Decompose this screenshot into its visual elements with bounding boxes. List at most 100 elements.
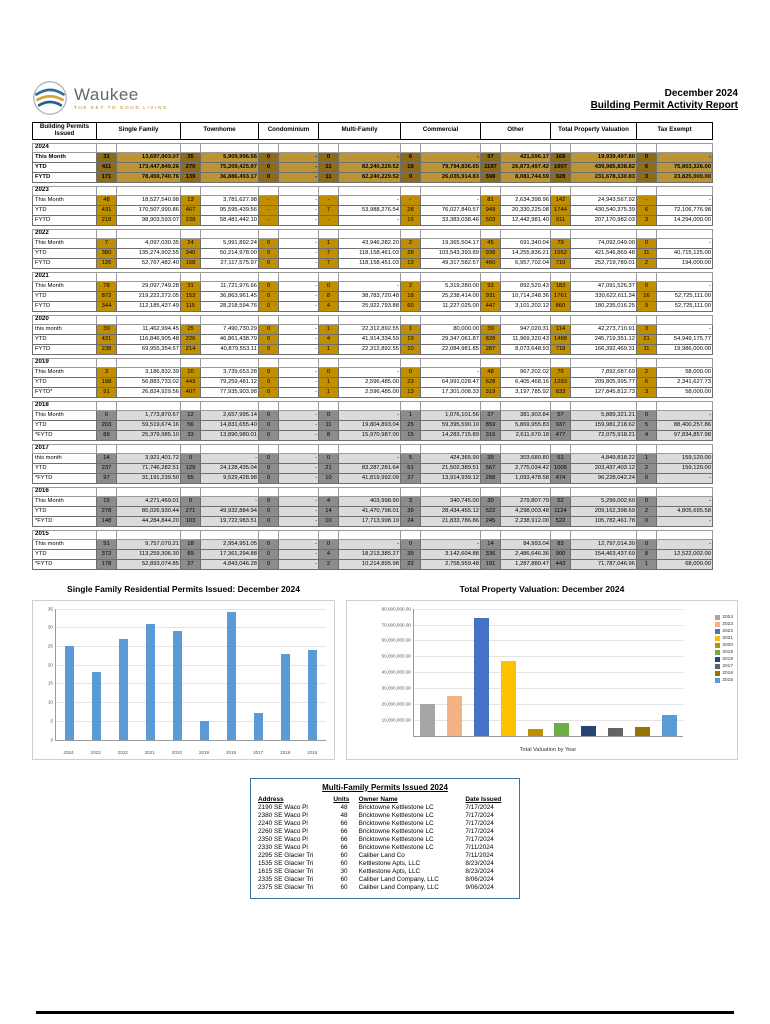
permit-row: *FYTD 89 25,379,985.10 33 13,890,980.01 0-8 15… <box>32 429 713 441</box>
permit-year-group-2019: 2019 This Month 3 3,186,832.39 16 3,739,653.2… <box>32 357 713 398</box>
count-cell: 238 <box>180 214 201 226</box>
empty-cell <box>318 142 339 153</box>
empty-cell <box>570 185 637 196</box>
mf-cell: 66 <box>340 828 348 836</box>
value-cell: 3,197,785.92 <box>500 386 551 398</box>
count-cell: 7 <box>318 247 339 259</box>
count-cell: 1 <box>318 343 339 355</box>
empty-cell <box>420 357 481 368</box>
empty-cell <box>500 357 551 368</box>
empty-cell <box>636 228 657 239</box>
gridline <box>414 624 683 626</box>
count-cell: 0 <box>258 462 279 474</box>
count-cell: 1293 <box>550 376 571 388</box>
count-cell: 93 <box>480 280 501 292</box>
count-cell: 1197 <box>480 161 501 173</box>
mf-permits-table-section: Multi-Family Permits Issued 2024 Address… <box>250 777 520 899</box>
value-cell: 3,921,401.72 <box>116 452 181 464</box>
count-cell: 0 <box>636 472 657 484</box>
value-cell: 26,824,929.56 <box>116 386 181 398</box>
count-cell: 48 <box>96 194 117 206</box>
row-label: This Month <box>32 495 97 507</box>
value-cell: 118,158,451.03 <box>338 257 401 269</box>
permit-year-group-2020: 2020 this month 39 11,462,994.45 25 7,490,730… <box>32 314 713 355</box>
value-cell: 13,890,980.01 <box>200 429 259 441</box>
y-tick-label: 70,000,000.00 <box>381 622 411 627</box>
count-cell: 0 <box>318 280 339 292</box>
count-cell: 0 <box>258 452 279 464</box>
mf-table-body: 2190 SE Waco Pl 48 Bricktowne Kettlestone … <box>256 804 514 892</box>
row-label: YTD <box>32 505 97 517</box>
y-tick-label: 0 <box>50 737 53 743</box>
count-cell: 431 <box>96 333 117 345</box>
legend-label: 2021 <box>722 635 733 641</box>
value-cell: 135,274,902.55 <box>116 247 181 259</box>
value-cell: 14,283,715.89 <box>420 429 481 441</box>
gridline <box>56 664 326 666</box>
permit-row: YTD 203 59,519,674.16 56 14,831,655.40 0-11 19… <box>32 419 713 431</box>
value-cell: 59,519,674.16 <box>116 419 181 431</box>
count-cell: 2 <box>636 366 657 378</box>
bar-slot <box>83 609 110 740</box>
value-cell: 19,365,504.17 <box>420 237 481 249</box>
count-cell: 340 <box>180 247 201 259</box>
legend-label: 2024 <box>722 614 733 620</box>
col-header: Other <box>480 122 551 140</box>
value-cell: 4,298,003.48 <box>500 505 551 517</box>
count-cell: 245 <box>480 515 501 527</box>
valuation-bar <box>581 726 597 736</box>
mf-cell: 60 <box>340 852 348 860</box>
permit-row: This month 51 9,757,070.21 18 2,954,951.05 0-… <box>32 538 713 550</box>
count-cell: 460 <box>480 257 501 269</box>
year-label: 2019 <box>32 357 97 368</box>
value-cell: 52,725,111.00 <box>656 300 713 312</box>
count-cell: 39 <box>480 323 501 335</box>
count-cell: 2 <box>636 257 657 269</box>
count-cell: 0 <box>258 419 279 431</box>
value-cell: 19,986,000.00 <box>656 343 713 355</box>
count-cell: 218 <box>96 214 117 226</box>
count-cell: 503 <box>480 214 501 226</box>
legend-item: 2016 <box>715 670 733 676</box>
empty-cell <box>338 185 401 196</box>
count-cell: 0 <box>258 343 279 355</box>
empty-cell <box>420 400 481 411</box>
sf-bar <box>173 631 182 740</box>
mf-cell: 7/17/2024 <box>465 812 494 820</box>
value-cell: 17,713,998.19 <box>338 515 401 527</box>
value-cell: 439,985,838.82 <box>570 161 637 173</box>
count-cell: 3 <box>636 323 657 335</box>
report-date: December 2024 <box>664 88 738 99</box>
count-cell: 0 <box>258 429 279 441</box>
x-tick-label: 2020 <box>171 749 183 755</box>
y-tick-label: 5 <box>50 718 53 724</box>
value-cell: 170,507,990.86 <box>116 204 181 216</box>
count-cell: 30 <box>480 495 501 507</box>
value-cell: 75,209,425.97 <box>200 161 259 173</box>
empty-cell <box>500 228 551 239</box>
count-cell: 57 <box>550 409 571 421</box>
row-label: FYTD <box>32 300 97 312</box>
value-cell: 116,846,905.48 <box>116 333 181 345</box>
value-cell: 43,946,282.20 <box>338 237 401 249</box>
mf-cell: 2350 SE Waco Pl <box>258 836 308 844</box>
count-cell: 39 <box>480 452 501 464</box>
bar-slot <box>468 609 495 736</box>
value-cell: 58,000.00 <box>656 386 713 398</box>
value-cell: - <box>278 462 319 474</box>
count-cell: 0 <box>636 280 657 292</box>
empty-cell <box>200 400 259 411</box>
empty-cell <box>180 443 201 454</box>
y-tick-label: 20,000,000.00 <box>381 701 411 707</box>
y-tick-label: 25 <box>47 643 53 649</box>
mf-cell: Kettlestone Apts, LLC <box>358 860 421 868</box>
count-cell: 139 <box>180 171 201 183</box>
value-cell: 13,697,903.07 <box>116 151 181 163</box>
value-cell: 166,392,469.31 <box>570 343 637 355</box>
empty-cell <box>570 142 637 153</box>
value-cell: 14,831,655.40 <box>200 419 259 431</box>
value-cell: - <box>278 409 319 421</box>
value-cell: 24,943,567.92 <box>570 194 637 206</box>
y-tick-label: 10 <box>47 699 53 705</box>
count-cell: 97 <box>96 472 117 484</box>
